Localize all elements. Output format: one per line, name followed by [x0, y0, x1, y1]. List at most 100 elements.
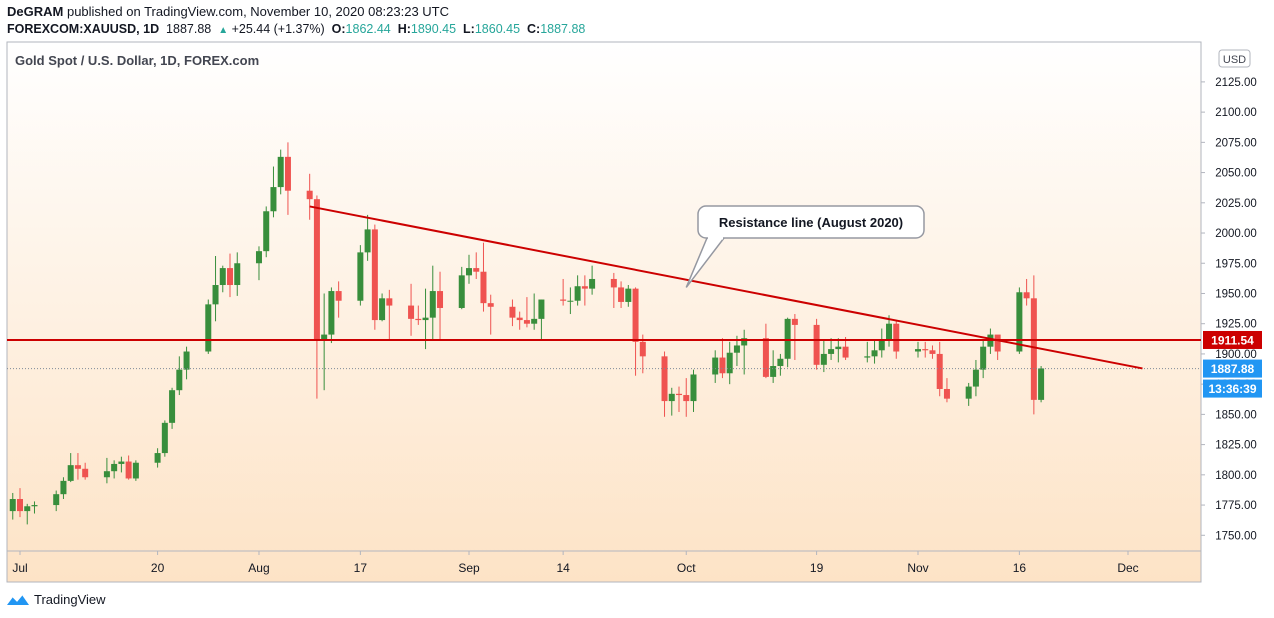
- candle-body-down: [791, 318, 798, 325]
- candle-body-down: [1030, 298, 1037, 400]
- candle-body-up: [132, 462, 139, 479]
- y-tick-label: 1850.00: [1215, 409, 1257, 421]
- candle-body-up: [31, 505, 38, 507]
- close-value: 1887.88: [540, 22, 586, 36]
- x-tick-label: 17: [354, 561, 368, 575]
- low-value: 1860.45: [474, 22, 521, 36]
- x-tick-label: 20: [151, 561, 165, 575]
- last-price-tag: 1887.88: [1211, 362, 1255, 376]
- x-tick-label: 19: [810, 561, 824, 575]
- candle-body-down: [762, 338, 769, 377]
- y-tick-label: 1900.00: [1215, 349, 1257, 361]
- candle-body-down: [893, 323, 900, 352]
- x-tick-label: Jul: [12, 561, 27, 575]
- candle-body-down: [487, 303, 494, 307]
- candle-body-down: [509, 306, 516, 318]
- candle-body-up: [770, 366, 777, 377]
- currency-label: USD: [1223, 54, 1246, 66]
- candle-body-up: [118, 461, 125, 464]
- horizontal-line-price-tag-bg: [1203, 330, 1262, 349]
- candle-body-up: [270, 187, 277, 212]
- plot-border: [6, 41, 1202, 583]
- candle-body-up: [67, 465, 74, 481]
- candle-body-up: [914, 349, 921, 352]
- high-label: H:: [397, 22, 411, 36]
- candle-body-down: [560, 299, 567, 301]
- author-name: DeGRAM: [7, 4, 64, 19]
- candle-body-down: [929, 350, 936, 354]
- candle-body-up: [726, 352, 733, 374]
- candle-body-up: [871, 350, 878, 357]
- candle-body-down: [683, 395, 690, 402]
- candle-body-up: [784, 318, 791, 359]
- y-tick-label: 1950.00: [1215, 288, 1257, 300]
- candle-body-up: [828, 349, 835, 354]
- candle-body-down: [618, 287, 625, 302]
- trend-resistance-line: [309, 205, 1143, 370]
- symbol-label: FOREXCOM:XAUUSD, 1D: [7, 22, 160, 36]
- candle-body-down: [313, 199, 320, 340]
- open-value: 1862.44: [345, 22, 391, 36]
- candle-body-down: [639, 341, 646, 357]
- footer-brand[interactable]: TradingView: [6, 592, 106, 607]
- candle-body-down: [581, 286, 588, 289]
- candle-body-up: [103, 471, 110, 478]
- candle-body-up: [690, 374, 697, 402]
- candle-body-up: [625, 288, 632, 302]
- low-label: L:: [463, 22, 475, 36]
- publish-info: DeGRAM published on TradingView.com, Nov…: [7, 4, 449, 19]
- candle-body-up: [161, 422, 168, 454]
- ohlc-legend: FOREXCOM:XAUUSD, 1D 1887.88 ▲ +25.44 (+1…: [7, 22, 585, 36]
- candle-body-up: [741, 338, 748, 346]
- candle-body-down: [386, 298, 393, 306]
- x-tick-label: Aug: [248, 561, 269, 575]
- x-tick-label: Sep: [458, 561, 480, 575]
- y-tick-label: 2025.00: [1215, 198, 1257, 210]
- candle-body-up: [328, 291, 335, 335]
- up-arrow-icon: ▲: [218, 25, 229, 36]
- candle-body-up: [538, 299, 545, 319]
- candle-body-down: [676, 393, 683, 396]
- candle-body-up: [212, 285, 219, 305]
- callout-box: [697, 205, 925, 239]
- candle-body-down: [943, 388, 950, 399]
- candle-body-up: [972, 369, 979, 387]
- candle-body-down: [480, 271, 487, 304]
- tradingview-logo-icon: [7, 594, 29, 605]
- x-tick-label: 14: [556, 561, 570, 575]
- candle-body-up: [864, 356, 871, 358]
- x-tick-label: 16: [1013, 561, 1027, 575]
- y-tick-label: 1925.00: [1215, 319, 1257, 331]
- horizontal-line-price-tag: 1911.54: [1211, 333, 1254, 347]
- candle-body-down: [610, 278, 617, 288]
- callout-pointer: [685, 237, 725, 288]
- y-tick-label: 2050.00: [1215, 168, 1257, 180]
- candle-body-down: [227, 268, 234, 286]
- candle-body-up: [574, 286, 581, 301]
- candle-body-down: [306, 190, 313, 200]
- y-tick-label: 1750.00: [1215, 530, 1257, 542]
- published-text: published on TradingView.com, November 1…: [66, 4, 450, 19]
- callout-text: Resistance line (August 2020): [719, 215, 903, 230]
- candle-body-down: [661, 356, 668, 402]
- tradingview-brand: TradingView: [34, 592, 106, 607]
- y-tick-label: 1800.00: [1215, 470, 1257, 482]
- candle-body-down: [74, 465, 81, 469]
- candle-body-up: [277, 156, 284, 188]
- last-price-tag-bg: [1203, 359, 1262, 378]
- currency-badge[interactable]: USD: [1218, 49, 1251, 68]
- candle-body-up: [154, 453, 161, 463]
- candle-body-down: [335, 291, 342, 301]
- candle-body-up: [24, 506, 31, 512]
- candle-body-up: [357, 252, 364, 301]
- candle-body-up: [379, 298, 386, 321]
- y-tick-label: 2100.00: [1215, 107, 1257, 119]
- candle-body-down: [473, 268, 480, 272]
- candle-body-down: [437, 291, 444, 308]
- y-tick-label: 2075.00: [1215, 137, 1257, 149]
- x-tick-label: Dec: [1117, 561, 1138, 575]
- candle-body-up: [364, 229, 371, 253]
- candle-body-up: [733, 345, 740, 353]
- candle-body-up: [429, 291, 436, 318]
